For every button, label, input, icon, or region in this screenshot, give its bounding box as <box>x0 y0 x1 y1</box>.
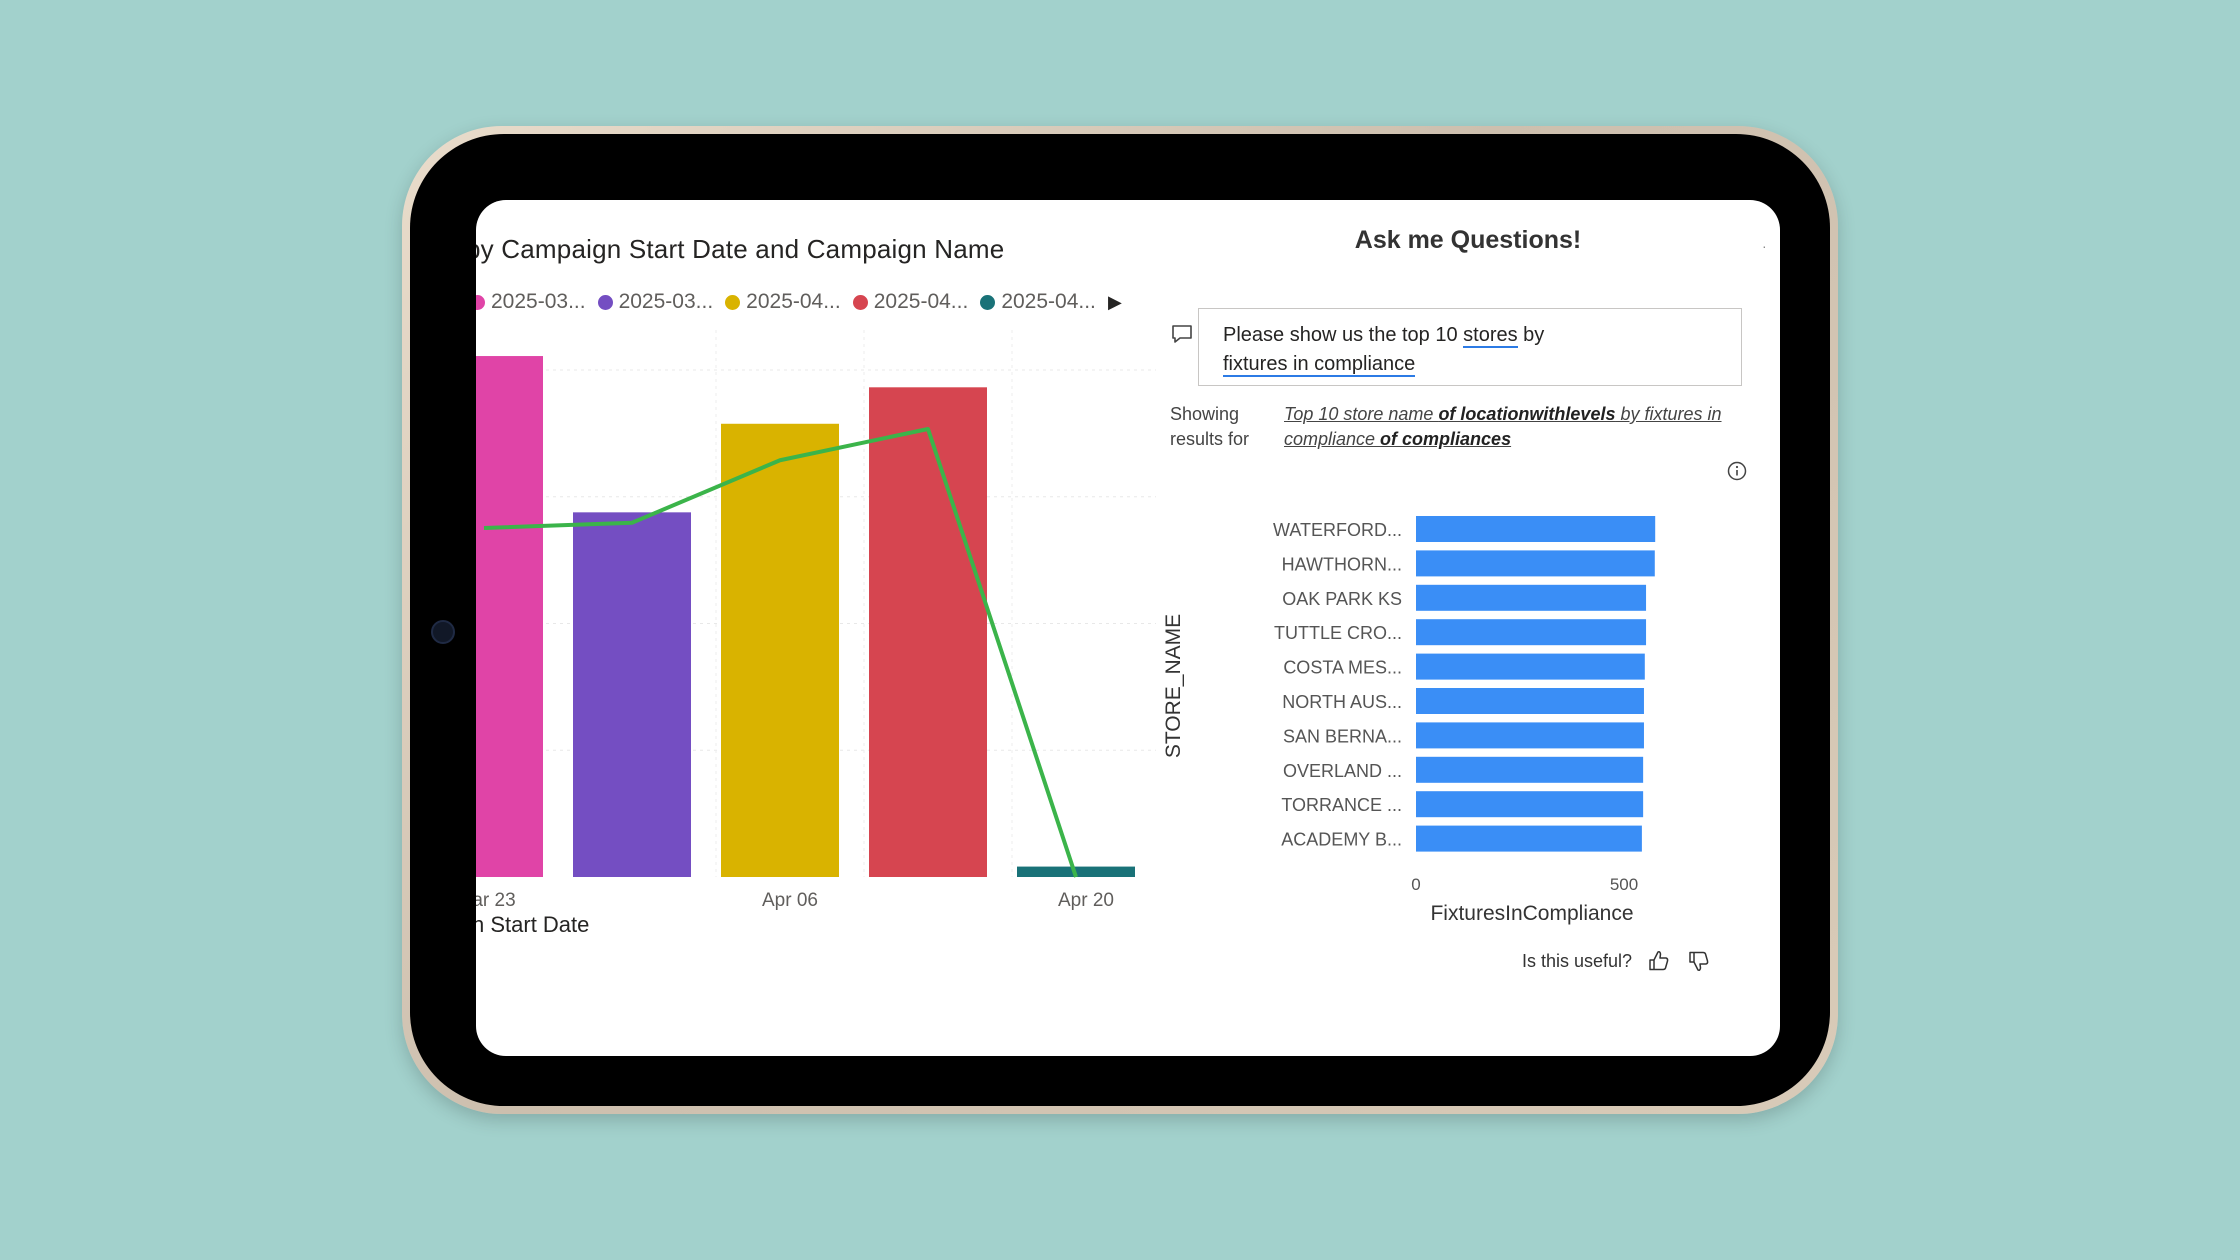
restated-part-4: of compliances <box>1380 429 1512 449</box>
x-tick-label: Apr 06 <box>762 890 818 911</box>
chat-bubble-icon <box>1172 325 1192 343</box>
store-label: HAWTHORN... <box>1282 554 1402 574</box>
store-label: WATERFORD... <box>1273 520 1402 540</box>
chart-legend: 2025-03... 2025-03... 2025-04... 2025-04...… <box>476 290 1096 314</box>
legend-item[interactable]: 2025-04... <box>980 290 1096 314</box>
qa-visual[interactable]: Ask me Questions! · Please show us the t… <box>1156 200 1780 1056</box>
store-label: TORRANCE ... <box>1281 795 1402 815</box>
combo-chart-plot: ar 23 Apr 06 Apr 20 <box>476 330 1156 911</box>
store-bar[interactable] <box>1416 791 1644 818</box>
store-bar[interactable] <box>1416 688 1644 714</box>
store-bar[interactable] <box>1416 722 1644 749</box>
showing-results-label: Showing results for <box>1170 402 1249 452</box>
store-label: ACADEMY B... <box>1281 830 1402 850</box>
legend-swatch <box>476 294 485 310</box>
x-tick-label: Apr 20 <box>1058 890 1114 911</box>
legend-label: 2025-03... <box>491 290 586 313</box>
restated-part-3: by fixtures in compliance <box>1284 404 1722 449</box>
trend-line[interactable] <box>483 426 1078 878</box>
store-bar[interactable] <box>1416 653 1645 680</box>
question-keyword-stores: stores <box>1463 324 1518 348</box>
store-bar[interactable] <box>1416 584 1647 611</box>
store-bar[interactable] <box>1416 516 1656 542</box>
store-label: OVERLAND ... <box>1283 761 1402 781</box>
restated-part-2: of locationwithlevels <box>1438 404 1616 424</box>
legend-label: 2025-03... <box>618 290 714 313</box>
x-axis-title: FixturesInCompliance <box>1430 902 1633 925</box>
legend-swatch <box>597 294 613 310</box>
combo-chart-visual[interactable]: ar 23 Apr 06 Apr 20 by Campaign Start Date… <box>476 200 1156 1056</box>
chart-title: by Campaign Start Date and Campaign Name <box>476 234 1005 264</box>
chart-bar[interactable] <box>721 423 839 877</box>
chart-bar[interactable] <box>573 512 691 877</box>
legend-next-arrow-icon[interactable]: ▶ <box>1108 292 1122 312</box>
legend-label: 2025-04... <box>873 290 969 313</box>
question-text-2: by <box>1517 324 1545 346</box>
showing-line-2: results for <box>1170 429 1250 449</box>
legend-item[interactable]: 2025-03... <box>476 290 586 314</box>
legend-item[interactable]: 2025-03... <box>597 290 714 314</box>
legend-swatch <box>852 294 868 310</box>
restated-part-1: Top 10 store name <box>1284 404 1439 424</box>
x-tick-label: 500 <box>1610 875 1638 894</box>
store-bar-chart: WATERFORD... HAWTHORN... OAK PARK KS TUTTLE… <box>1162 516 1656 925</box>
question-input[interactable]: Please show us the top 10 stores by fixt… <box>1198 308 1742 386</box>
store-bar[interactable] <box>1416 756 1644 783</box>
chart-bar[interactable] <box>869 387 987 877</box>
more-options-icon[interactable]: · <box>1762 238 1767 254</box>
restated-query-link[interactable]: Top 10 store name of locationwithlevels … <box>1284 402 1744 452</box>
useful-label: Is this useful? <box>1522 950 1633 971</box>
showing-line-1: Showing <box>1170 404 1240 424</box>
store-label: OAK PARK KS <box>1282 589 1402 609</box>
chart-bar[interactable] <box>476 356 543 877</box>
store-label: SAN BERNA... <box>1283 726 1402 746</box>
store-label: COSTA MES... <box>1283 658 1402 678</box>
legend-label: 2025-04... <box>746 290 841 313</box>
feedback-row: Is this useful? <box>1522 948 1712 974</box>
legend-swatch <box>725 294 741 310</box>
qa-title: Ask me Questions! <box>1354 226 1582 254</box>
camera-icon <box>431 620 455 644</box>
question-keyword-fixtures: fixtures in compliance <box>1223 353 1416 377</box>
report-screen: ar 23 Apr 06 Apr 20 by Campaign Start Date… <box>476 200 1780 1056</box>
store-bar[interactable] <box>1416 550 1655 577</box>
store-label: NORTH AUS... <box>1282 692 1402 712</box>
x-tick-label: ar 23 <box>476 890 516 911</box>
legend-swatch <box>980 294 996 310</box>
thumbs-down-icon[interactable] <box>1686 948 1712 974</box>
store-bar[interactable] <box>1416 825 1642 852</box>
legend-label: 2025-04... <box>1001 290 1096 313</box>
x-tick-label: 0 <box>1411 875 1420 894</box>
question-text-1: Please show us the top 10 <box>1223 324 1464 346</box>
tablet-bezel: ar 23 Apr 06 Apr 20 by Campaign Start Date… <box>410 134 1830 1106</box>
store-label: TUTTLE CRO... <box>1274 623 1402 643</box>
y-axis-title: STORE_NAME <box>1162 614 1185 758</box>
legend-item[interactable]: 2025-04... <box>725 290 841 314</box>
thumbs-up-icon[interactable] <box>1646 948 1672 974</box>
x-axis-title: n Start Date <box>476 912 590 937</box>
legend-item[interactable]: 2025-04... <box>852 290 969 314</box>
tablet-frame: ar 23 Apr 06 Apr 20 by Campaign Start Date… <box>402 126 1838 1114</box>
store-bar[interactable] <box>1416 619 1647 646</box>
info-icon[interactable] <box>1726 460 1748 482</box>
